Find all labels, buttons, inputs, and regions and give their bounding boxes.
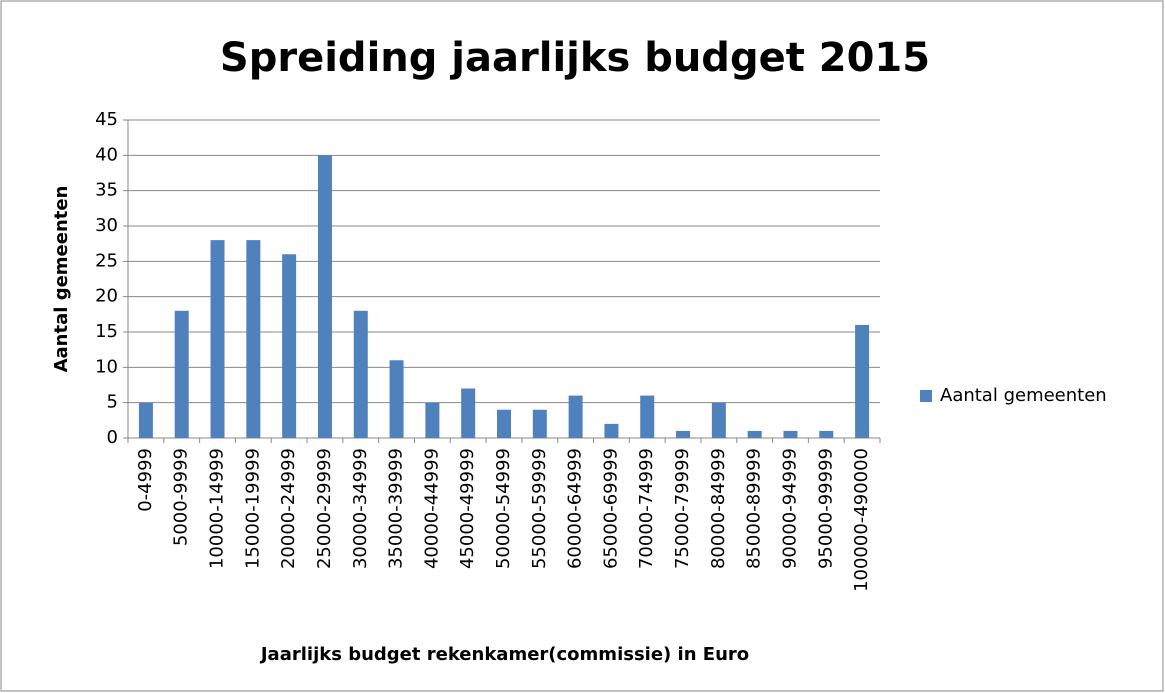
bar [497, 409, 511, 438]
x-tick-label: 55000-59999 [529, 448, 550, 569]
x-tick-label: 65000-69999 [600, 448, 621, 569]
x-tick-label: 100000-490000 [851, 448, 872, 592]
x-tick-label: 30000-34999 [350, 448, 371, 569]
bar [819, 430, 834, 438]
bar [676, 430, 691, 438]
y-tick-label: 40 [95, 144, 118, 165]
y-tick-label: 15 [95, 321, 118, 342]
y-tick-label: 20 [95, 286, 118, 307]
x-tick-label: 20000-24999 [278, 448, 299, 569]
y-axis-label: Aantal gemeenten [51, 186, 72, 373]
bar [389, 360, 404, 438]
x-tick-label: 10000-14999 [207, 448, 228, 569]
x-tick-label: 40000-44999 [421, 448, 442, 569]
legend-label: Aantal gemeenten [940, 385, 1107, 406]
y-tick-label: 25 [95, 250, 118, 271]
bar [532, 409, 547, 438]
x-axis-label: Jaarlijks budget rekenkamer(commissie) i… [259, 644, 749, 665]
bar [461, 388, 476, 438]
bar [174, 310, 189, 438]
x-tick-label: 60000-64999 [565, 448, 586, 569]
y-tick-label: 35 [95, 180, 118, 201]
bar [353, 310, 368, 438]
x-tick-label: 35000-39999 [386, 448, 407, 569]
y-tick-label: 0 [107, 427, 118, 448]
y-tick-label: 30 [95, 215, 118, 236]
x-tick-label: 25000-29999 [314, 448, 335, 569]
x-tick-label: 15000-19999 [242, 448, 263, 569]
y-tick-label: 10 [95, 356, 118, 377]
x-tick-label: 70000-74999 [636, 448, 657, 569]
bar [425, 402, 440, 438]
x-tick-label: 80000-84999 [708, 448, 729, 569]
y-tick-label: 45 [95, 109, 118, 130]
bar [640, 395, 655, 438]
bar [138, 402, 153, 438]
x-tick-label: 75000-79999 [672, 448, 693, 569]
x-tick-label: 0-4999 [135, 448, 156, 512]
bar [210, 240, 225, 438]
bar [604, 423, 619, 438]
x-tick-label: 45000-49999 [457, 448, 478, 569]
bar [855, 324, 870, 438]
bar [246, 240, 261, 438]
bar [282, 254, 297, 438]
bar [568, 395, 583, 438]
bar [747, 430, 762, 438]
legend-swatch [920, 390, 932, 402]
bar [783, 430, 798, 438]
x-tick-label: 95000-99999 [815, 448, 836, 569]
x-tick-label: 50000-54999 [493, 448, 514, 569]
x-tick-label: 85000-89999 [744, 448, 765, 569]
bar [711, 402, 726, 438]
x-tick-label: 5000-9999 [171, 448, 192, 546]
x-tick-label: 90000-94999 [779, 448, 800, 569]
chart-title: Spreiding jaarlijks budget 2015 [220, 35, 930, 81]
y-tick-label: 5 [107, 392, 118, 413]
bar [317, 155, 332, 439]
